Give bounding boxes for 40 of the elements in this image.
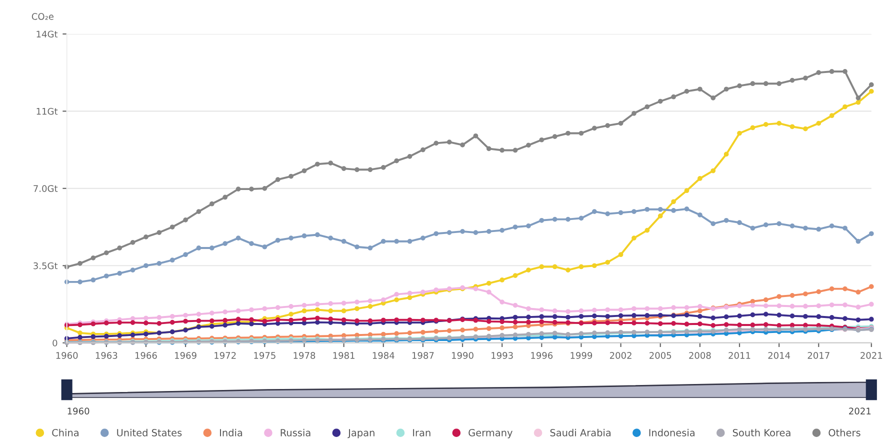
y-tick-label: 3.5Gt <box>34 262 58 270</box>
x-tick-label: 2017 <box>808 352 830 359</box>
x-tick-label: 1978 <box>294 352 316 359</box>
x-tick-label: 2005 <box>650 352 672 359</box>
x-tick-label: 2021 <box>860 352 882 359</box>
legend-label: China <box>52 428 78 436</box>
text: 1960 <box>68 408 90 414</box>
legend-label: Japan <box>348 429 374 438</box>
x-tick-label: 1993 <box>492 352 513 359</box>
legend-label: Russia <box>280 428 310 436</box>
x-tick-label: 1999 <box>570 352 592 359</box>
x-tick-label: 1990 <box>452 352 474 359</box>
legend-label: Others <box>828 428 860 436</box>
x-tick-label: 1987 <box>412 352 434 359</box>
x-tick-label: 2011 <box>728 352 750 359</box>
y-tick-label: 7.0Gt <box>34 185 58 192</box>
x-tick-label: 1960 <box>56 352 78 359</box>
legend-label: South Korea <box>732 428 790 436</box>
y-tick-label: 11Gt <box>36 108 58 115</box>
x-tick-label: 1963 <box>96 352 118 359</box>
text: 2021 <box>849 408 871 414</box>
x-tick-label: 2014 <box>768 352 790 359</box>
legend-label: Indonesia <box>649 428 694 436</box>
x-tick-label: 1981 <box>333 352 354 359</box>
x-tick-label: 1966 <box>135 352 157 359</box>
legend-label: Saudi Arabia <box>550 428 611 436</box>
x-tick-label: 2002 <box>610 352 632 359</box>
y-tick-label: 0 <box>52 340 58 346</box>
x-tick-label: 1969 <box>175 352 196 359</box>
y-tick-label: 14Gt <box>36 30 58 38</box>
x-tick-label: 1996 <box>531 352 553 359</box>
y-axis-title: CO₂e <box>32 13 54 20</box>
x-tick-label: 1975 <box>254 352 276 359</box>
x-tick-label: 2008 <box>689 352 711 359</box>
legend-label: India <box>220 428 242 436</box>
legend-label: Germany <box>468 429 512 438</box>
x-tick-label: 1984 <box>372 352 394 359</box>
legend-label: Iran <box>413 429 430 436</box>
legend-label: United States <box>117 428 182 436</box>
x-tick-label: 1972 <box>214 352 236 359</box>
